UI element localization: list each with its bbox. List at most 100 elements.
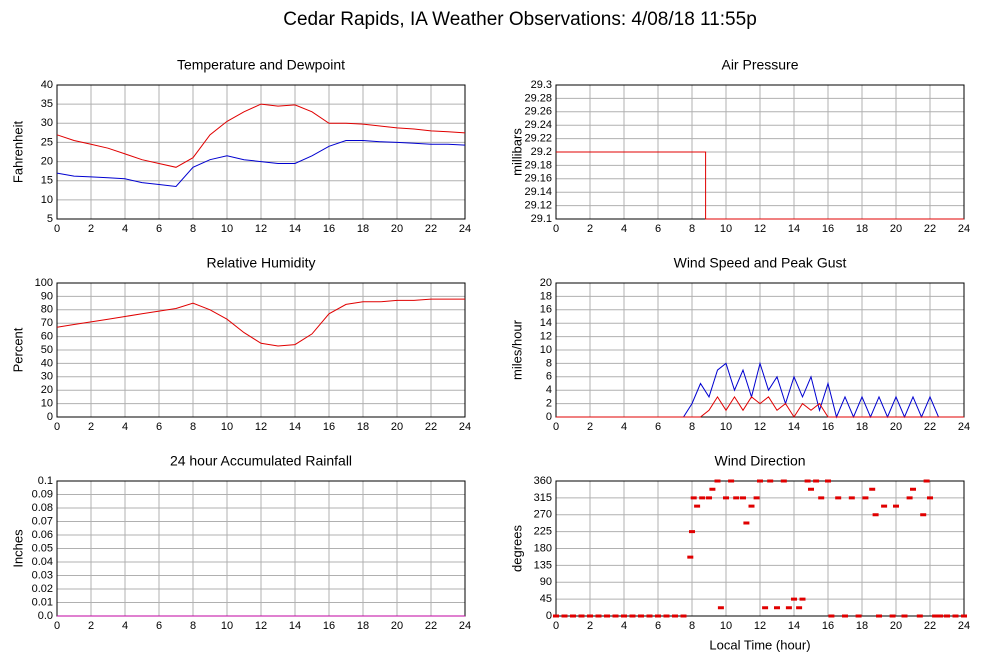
point [689,530,695,534]
point [796,606,803,610]
x-tick-label: 24 [958,620,970,632]
point [680,614,687,618]
point [906,496,913,500]
x-tick-label: 6 [655,620,661,632]
x-tick-label: 16 [822,620,834,632]
y-tick-label: 20 [41,384,53,396]
x-tick-label: 18 [856,620,868,632]
point [808,487,814,491]
x-tick-label: 12 [754,223,766,235]
x-tick-label: 6 [156,421,162,433]
x-tick-label: 22 [924,421,936,433]
point [916,614,923,618]
y-tick-label: 29.2 [531,146,552,158]
x-tick-label: 24 [459,421,471,433]
x-tick-label: 24 [958,421,970,433]
y-tick-label: 6 [546,371,552,383]
x-tick-label: 6 [655,223,661,235]
chart-title: 24 hour Accumulated Rainfall [170,453,352,469]
x-tick-label: 20 [890,223,902,235]
point [717,606,724,610]
y-tick-label: 25 [41,136,53,148]
x-tick-label: 2 [587,421,593,433]
point [687,555,694,559]
point [638,614,644,618]
point [774,606,780,610]
point [706,496,712,500]
point [690,496,697,500]
x-tick-label: 14 [788,421,800,433]
x-tick-label: 20 [391,421,403,433]
x-tick-label: 10 [720,620,732,632]
y-axis-label: Inches [10,529,25,568]
y-tick-label: 0.03 [32,569,53,581]
x-tick-label: 10 [221,223,233,235]
point [762,606,769,610]
y-tick-label: 0.08 [32,502,53,514]
x-tick-label: 14 [788,223,800,235]
y-tick-label: 20 [540,277,552,289]
x-tick-label: 4 [621,223,627,235]
series-line [56,298,465,347]
y-tick-label: 0.09 [32,488,53,500]
y-tick-label: 29.3 [531,79,552,91]
y-tick-label: 10 [540,344,552,356]
point [893,504,899,508]
y-tick-label: 0.1 [38,475,53,487]
point [901,614,908,618]
series-line [56,140,466,188]
y-tick-label: 0.07 [32,515,53,527]
x-tick-label: 18 [357,421,369,433]
plot-frame [555,282,965,418]
point [842,614,848,618]
x-tick-label: 0 [553,620,559,632]
x-tick-label: 0 [54,223,60,235]
x-tick-label: 22 [924,223,936,235]
y-tick-label: 45 [540,593,552,605]
x-tick-label: 0 [54,620,60,632]
x-tick-label: 12 [754,620,766,632]
x-tick-label: 20 [391,223,403,235]
point [748,504,755,508]
x-tick-label: 22 [425,620,437,632]
x-tick-label: 8 [689,223,695,235]
y-tick-label: 16 [540,304,552,316]
point [932,614,939,618]
y-tick-label: 29.14 [524,186,552,198]
y-tick-label: 90 [540,576,552,588]
point [785,606,792,610]
point [757,479,763,483]
x-tick-label: 14 [289,223,301,235]
x-tick-label: 10 [720,421,732,433]
y-tick-label: 40 [41,79,53,91]
x-tick-label: 20 [890,421,902,433]
x-tick-label: 14 [788,620,800,632]
point [876,614,882,618]
point [791,597,797,601]
y-tick-label: 12 [540,331,552,343]
x-axis-label: Local Time (hour) [709,637,810,652]
y-tick-label: 29.16 [524,173,552,185]
y-tick-label: 0.04 [32,556,53,568]
point [578,614,585,618]
point [663,614,670,618]
y-tick-label: 360 [534,475,552,487]
point [587,614,593,618]
y-tick-label: 29.1 [531,213,552,225]
y-tick-label: 10 [41,398,53,410]
x-tick-label: 24 [958,223,970,235]
x-tick-label: 10 [221,421,233,433]
y-tick-label: 40 [41,357,53,369]
y-tick-label: 29.26 [524,106,552,118]
page-title: Cedar Rapids, IA Weather Observations: 4… [283,9,757,30]
chart-title: Temperature and Dewpoint [177,57,345,73]
y-tick-label: 8 [546,357,552,369]
x-tick-label: 12 [754,421,766,433]
y-axis-label: degrees [509,525,524,572]
point [920,513,927,517]
y-axis-label: millibars [509,128,524,176]
x-tick-label: 18 [357,620,369,632]
x-tick-label: 8 [190,223,196,235]
y-tick-label: 0.02 [32,583,53,595]
x-tick-label: 24 [459,620,471,632]
